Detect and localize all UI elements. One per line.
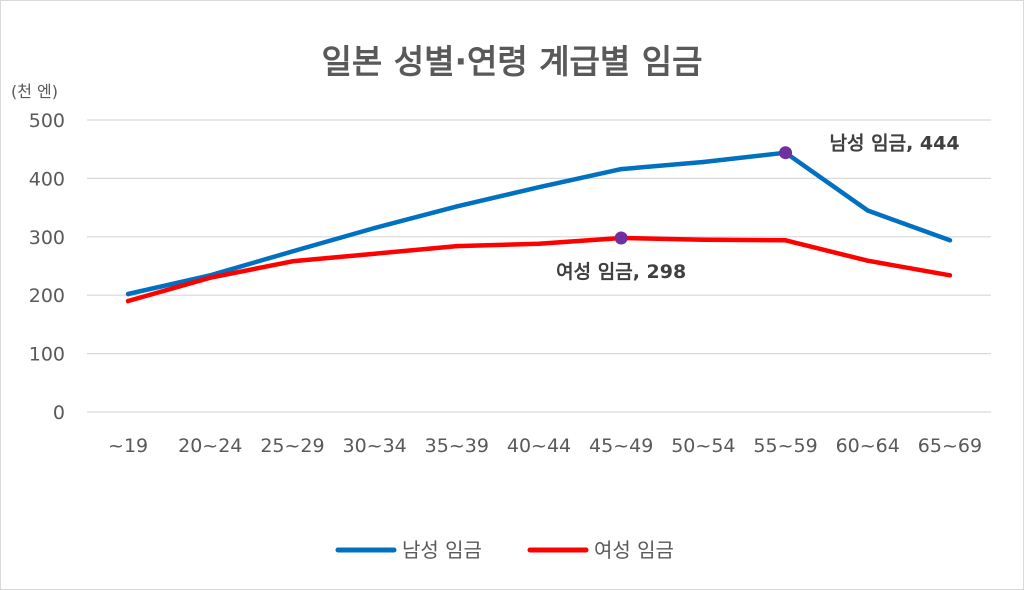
data-point	[372, 225, 377, 231]
annotation-label: 남성 임금, 444	[830, 133, 960, 155]
data-point	[947, 273, 953, 278]
data-point	[865, 258, 870, 263]
data-point	[865, 208, 870, 213]
series-lines	[125, 150, 953, 304]
data-point	[701, 237, 706, 242]
x-tick-label: 60~64	[836, 435, 900, 457]
data-point	[536, 184, 542, 190]
annotation-marker	[779, 146, 793, 160]
x-tick-label: 65~69	[918, 435, 982, 457]
data-point	[125, 298, 131, 304]
gridlines	[87, 119, 991, 413]
y-tick-label: 200	[29, 285, 65, 307]
data-point	[783, 238, 788, 243]
annotation-label: 여성 임금, 298	[556, 261, 686, 283]
y-tick-label: 100	[29, 344, 65, 366]
annotations: 남성 임금, 444 여성 임금, 298	[556, 133, 959, 283]
x-axis-ticks: ~19 20~24 25~29 30~34 35~39 40~44 45~49 50~54 55…	[108, 435, 982, 457]
y-tick-label: 400	[29, 168, 65, 190]
data-point	[208, 275, 213, 280]
data-point	[947, 238, 953, 243]
x-tick-label: 20~24	[178, 435, 242, 457]
x-tick-label: 55~59	[753, 435, 817, 457]
data-point	[125, 291, 131, 297]
legend: 남성 임금 여성 임금	[335, 538, 674, 562]
data-point	[701, 159, 706, 165]
data-point	[372, 251, 377, 256]
data-point	[536, 241, 542, 247]
x-tick-label: 35~39	[425, 435, 489, 457]
x-tick-label: 50~54	[671, 435, 735, 457]
y-tick-label: 300	[29, 227, 65, 249]
chart-title: 일본 성별·연령 계급별 임금	[322, 42, 703, 81]
y-tick-label: 0	[53, 402, 65, 424]
legend-label: 남성 임금	[402, 538, 482, 562]
series-line-0	[125, 150, 953, 297]
y-axis-ticks: 0 100 200 300 400 500	[29, 110, 65, 424]
x-tick-label: 30~34	[342, 435, 406, 457]
data-point	[454, 243, 460, 249]
y-axis-unit-label: (천 엔)	[11, 82, 58, 101]
x-tick-label: 45~49	[589, 435, 653, 457]
data-point	[290, 259, 295, 264]
legend-label: 여성 임금	[594, 538, 674, 562]
data-point	[454, 204, 460, 209]
data-point	[618, 166, 624, 172]
series-line-1	[125, 235, 953, 304]
x-tick-label: 25~29	[260, 435, 324, 457]
x-tick-label: ~19	[108, 435, 148, 457]
y-tick-label: 500	[29, 110, 65, 132]
data-point	[290, 249, 295, 254]
annotation-marker	[614, 231, 628, 245]
x-tick-label: 40~44	[507, 435, 571, 457]
